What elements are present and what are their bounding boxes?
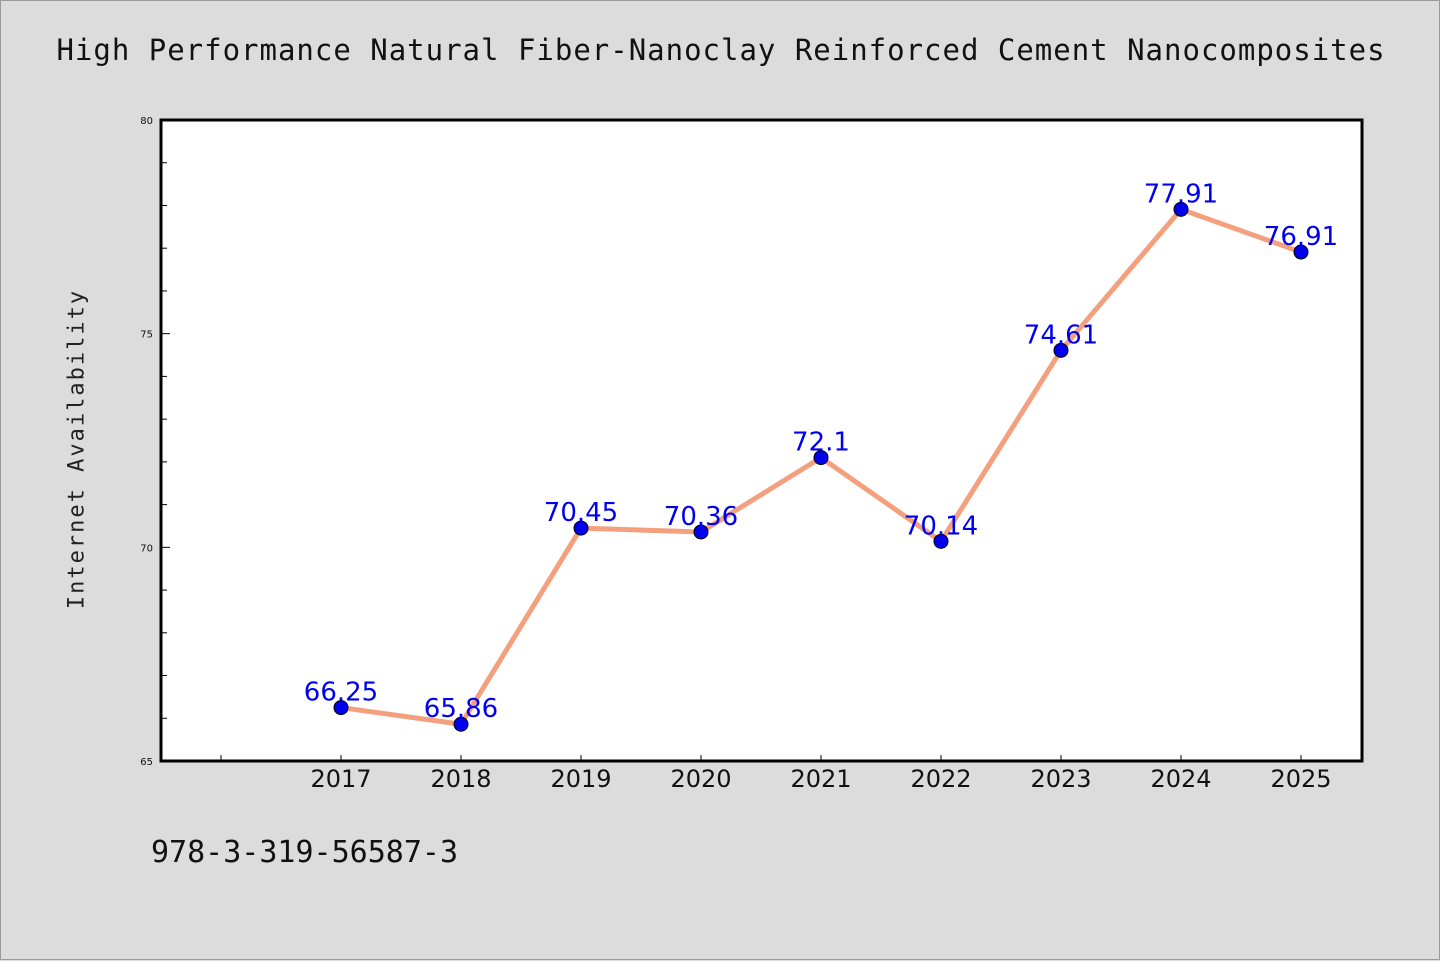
- data-point: [1173, 201, 1189, 217]
- y-tick-label: 80: [140, 116, 153, 127]
- data-label: 70.14: [904, 511, 978, 541]
- data-point: [693, 524, 709, 540]
- data-point: [1053, 342, 1069, 358]
- x-tick-label: 2018: [430, 765, 491, 793]
- data-point: [333, 700, 349, 716]
- data-label: 77.91: [1144, 179, 1218, 209]
- y-axis: 65 70 75 80: [140, 116, 170, 768]
- x-tick-label: 2019: [550, 765, 611, 793]
- y-tick-label: 70: [140, 543, 153, 554]
- x-tick-label: 2024: [1150, 765, 1211, 793]
- footer-isbn: 978-3-319-56587-3: [151, 835, 459, 870]
- x-tick-label: 2021: [790, 765, 851, 793]
- data-point: [813, 450, 829, 466]
- data-label: 76.91: [1264, 222, 1338, 252]
- data-point: [453, 716, 469, 732]
- x-tick-label: 2022: [910, 765, 971, 793]
- chart-title: High Performance Natural Fiber-Nanoclay …: [56, 33, 1386, 67]
- x-tick-label: 2017: [310, 765, 371, 793]
- data-label: 74.61: [1024, 320, 1098, 350]
- data-point: [933, 533, 949, 549]
- data-label: 65.86: [424, 694, 498, 724]
- data-label: 66.25: [304, 678, 378, 708]
- data-point: [1293, 244, 1309, 260]
- series-line-group: 66.25 65.86 70.45 70.36 72.1 70.14 74.61 77.91 7…: [304, 179, 1338, 732]
- data-label: 72.1: [792, 428, 850, 458]
- x-axis: 2017 2018 2019 2020 2021 2022 2023 2024 2025: [220, 755, 1332, 793]
- y-tick-label: 65: [140, 757, 153, 768]
- y-tick-label: 75: [140, 330, 153, 341]
- plot-area: [159, 118, 1364, 763]
- data-label: 70.36: [664, 502, 738, 532]
- data-label: 70.45: [544, 498, 618, 528]
- x-tick-label: 2020: [670, 765, 731, 793]
- x-tick-label: 2025: [1270, 765, 1331, 793]
- data-point: [573, 520, 589, 536]
- x-tick-label: 2023: [1030, 765, 1091, 793]
